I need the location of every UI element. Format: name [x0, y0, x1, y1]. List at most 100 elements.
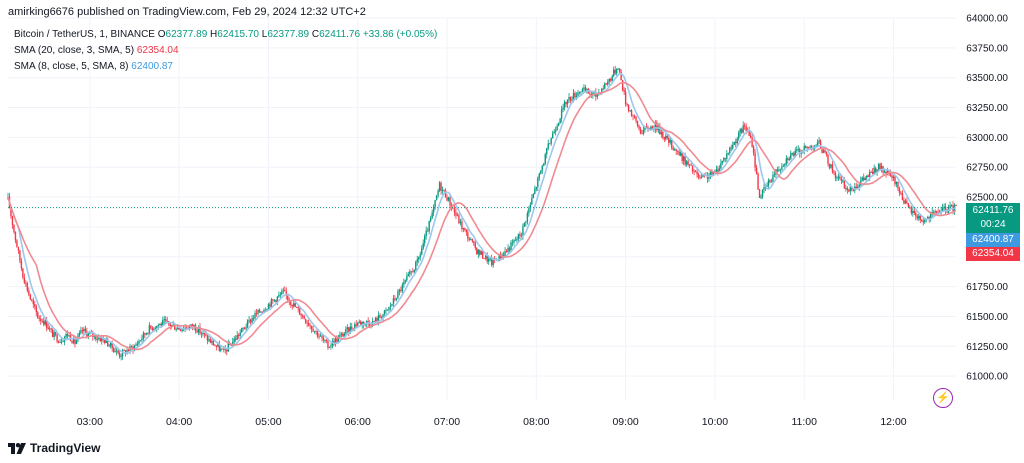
candle-body [252, 318, 255, 319]
candle-body [760, 196, 762, 198]
candle-body [98, 338, 100, 340]
candle-body [354, 324, 356, 330]
candle-body [403, 282, 405, 285]
candle-body [234, 338, 237, 340]
candle-body [57, 341, 60, 343]
candle-body [171, 325, 173, 327]
candle-body [782, 165, 785, 167]
candle-body [732, 144, 734, 149]
candle-body [230, 344, 232, 346]
candle-body [348, 327, 350, 333]
candle-body [930, 213, 932, 219]
candle-body [921, 219, 923, 221]
candle-body [486, 255, 488, 262]
candle-body [915, 212, 917, 217]
candle-body [861, 177, 863, 181]
candle-body [510, 242, 512, 251]
candle-body [492, 258, 494, 266]
candle-body [357, 322, 359, 326]
candle-body [142, 332, 145, 339]
candle-body [678, 151, 680, 156]
x-tick-label: 11:00 [791, 416, 817, 428]
y-tick-label: 64000.00 [966, 14, 1008, 25]
candle-body [178, 327, 180, 330]
candle-body [514, 240, 517, 241]
candle-body [523, 222, 526, 227]
candle-body [410, 271, 413, 273]
candle-body [66, 334, 69, 336]
candle-body [485, 255, 487, 259]
candle-body [656, 122, 658, 131]
candle-body [717, 169, 719, 172]
candle-body [702, 174, 704, 177]
candle-body [321, 335, 323, 338]
candle-body [141, 338, 143, 341]
candle-body [50, 328, 52, 330]
candle-body [182, 329, 185, 331]
candle-body [206, 335, 209, 341]
candle-body [483, 258, 485, 260]
candle-body [99, 338, 101, 342]
sma2-legend[interactable]: SMA (8, close, 5, SMA, 8) 62400.87 [14, 61, 173, 73]
candle-body [144, 332, 146, 335]
candle-body [751, 137, 753, 147]
sma1-legend[interactable]: SMA (20, close, 3, SMA, 5) 62354.04 [14, 45, 179, 57]
candle-body [237, 335, 240, 336]
candle-body [490, 258, 493, 266]
x-axis: 03:00 04:00 05:00 06:00 07:00 08:00 09:00 10:00… [77, 416, 907, 428]
candle-body [632, 115, 634, 117]
tradingview-logo[interactable]: TradingView [8, 441, 100, 455]
candle-body [477, 249, 479, 255]
candle-body [291, 304, 293, 307]
candle-body [300, 314, 302, 316]
candle-body [906, 200, 908, 203]
candle-body [382, 314, 384, 319]
y-tick-label: 63250.00 [966, 103, 1008, 114]
candle-body [565, 101, 567, 105]
candle-body [47, 327, 49, 330]
candle-body [120, 356, 122, 357]
candle-body [596, 94, 599, 97]
candle-body [339, 335, 341, 337]
candle-body [275, 299, 277, 302]
candle-body [779, 169, 782, 171]
candle-body [205, 334, 207, 336]
candle-body [535, 186, 538, 189]
candle-body [557, 122, 560, 126]
candle-body [617, 69, 619, 70]
candle-body [239, 332, 241, 336]
candle-body [461, 221, 463, 230]
candle-body [191, 324, 194, 328]
candle-body [298, 308, 301, 315]
candle-body [699, 177, 701, 179]
candle-body [804, 146, 807, 148]
candle-body [173, 324, 176, 330]
y-tick-label: 63750.00 [966, 43, 1008, 54]
lightning-icon[interactable]: ⚡ [933, 388, 953, 408]
candle-body [117, 350, 119, 354]
candle-body [130, 346, 133, 347]
candle-body [550, 138, 552, 144]
symbol-legend[interactable]: Bitcoin / TetherUS, 1, BINANCE O62377.89… [14, 29, 438, 40]
sma-fast-line [7, 72, 956, 354]
candle-body [855, 186, 857, 189]
candle-body [285, 291, 287, 296]
candle-body [651, 126, 654, 130]
candle-body [626, 104, 628, 106]
candle-body [894, 176, 896, 185]
candle-body [416, 259, 418, 262]
candle-body [269, 304, 271, 307]
candle-body [575, 95, 578, 98]
sma2-value: 62400.87 [131, 61, 173, 72]
candle-body [424, 235, 426, 244]
candle-body [778, 169, 780, 172]
candle-body [327, 341, 329, 348]
candle-body [700, 176, 703, 178]
tradingview-logo-icon [8, 443, 26, 455]
candle-body [340, 333, 343, 336]
candle-body [365, 321, 368, 324]
candle-body [846, 187, 849, 190]
candle-body [407, 274, 410, 277]
candle-body [226, 349, 228, 352]
